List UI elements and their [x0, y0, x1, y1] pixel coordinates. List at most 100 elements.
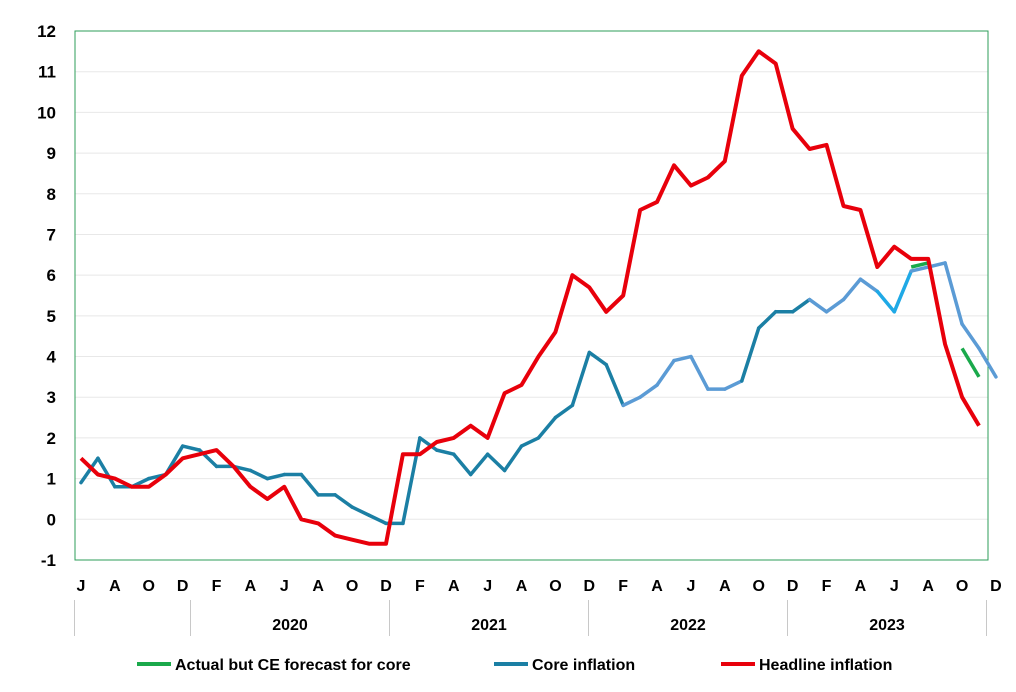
core-inflation-segment — [604, 362, 625, 408]
core-inflation-segment — [333, 493, 354, 509]
core-inflation-segment — [553, 403, 575, 420]
core-inflation-segment — [265, 472, 287, 481]
x-tick-label: J — [890, 578, 899, 595]
x-tick-label: F — [822, 578, 832, 595]
y-tick-label: 11 — [38, 63, 56, 82]
y-tick-label: 8 — [47, 185, 56, 204]
core-inflation-segment — [519, 436, 541, 448]
x-tick-label: O — [143, 578, 155, 595]
core-inflation-segment — [468, 452, 490, 477]
x-axis: J A O D F A J A O D F A J A O D F A J A O D F A J A O D 2020 2021 2022… — [74, 578, 1002, 636]
legend: Actual but CE forecast for core Core infl… — [137, 657, 892, 674]
year-label: 2022 — [670, 617, 706, 634]
x-tick-label: A — [922, 578, 934, 595]
core-inflation-segment — [655, 358, 676, 387]
y-tick-label: 1 — [47, 470, 56, 489]
x-tick-label: A — [312, 578, 324, 595]
core-inflation-segment — [723, 379, 744, 391]
core-inflation-segment — [943, 261, 964, 326]
core-inflation-segment — [485, 452, 507, 473]
y-tick-label: 10 — [37, 103, 56, 122]
core-inflation-segment — [875, 289, 897, 314]
y-tick-label: 7 — [47, 225, 56, 244]
x-tick-label: A — [855, 578, 867, 595]
core-inflation-segment — [672, 354, 693, 363]
x-tick-label: J — [77, 578, 86, 595]
year-label: 2020 — [272, 617, 308, 634]
core-inflation-segment — [909, 265, 930, 273]
x-tick-label: O — [753, 578, 765, 595]
core-inflation-segment — [180, 444, 202, 452]
x-tick-label: A — [719, 578, 731, 595]
core-inflation-segment — [96, 456, 117, 489]
x-tick-label: F — [415, 578, 425, 595]
x-tick-label: D — [584, 578, 596, 595]
x-tick-label: A — [109, 578, 121, 595]
core-inflation-segment — [756, 310, 778, 330]
x-tick-label: J — [687, 578, 696, 595]
core-inflation-segment — [689, 354, 710, 391]
x-tick-label: D — [380, 578, 392, 595]
x-tick-label: D — [990, 578, 1002, 595]
y-tick-label: 0 — [47, 510, 56, 529]
x-tick-label: J — [483, 578, 492, 595]
x-tick-label: O — [549, 578, 561, 595]
core-inflation-segment — [79, 456, 100, 485]
core-inflation-segment — [824, 297, 846, 314]
series-lines — [79, 49, 998, 546]
legend-core-label: Core inflation — [532, 657, 635, 674]
x-tick-label: F — [212, 578, 222, 595]
x-tick-label: F — [618, 578, 628, 595]
core-inflation-segment — [248, 468, 270, 481]
forecast-line-ce — [960, 347, 981, 378]
core-inflation-segment — [621, 395, 642, 408]
core-inflation-segment — [638, 383, 659, 399]
core-inflation-segment — [790, 297, 812, 314]
core-inflation-segment — [418, 436, 439, 452]
y-tick-label: -1 — [41, 551, 56, 570]
y-tick-label: 5 — [47, 307, 56, 326]
core-inflation-segment — [858, 277, 880, 294]
forecast-line-actual — [910, 261, 929, 269]
y-tick-label: 12 — [37, 22, 56, 41]
y-tick-label: 3 — [47, 388, 56, 407]
year-label: 2021 — [471, 617, 507, 634]
x-tick-label: A — [245, 578, 257, 595]
gridlines — [75, 30, 988, 561]
x-tick-label: J — [280, 578, 289, 595]
plot-border — [74, 30, 989, 561]
core-inflation-segment — [350, 505, 371, 517]
core-inflation-segment — [807, 297, 829, 314]
core-inflation-segment — [502, 444, 524, 473]
x-tick-label: O — [956, 578, 968, 595]
core-inflation-segment — [960, 322, 981, 351]
core-inflation-segment — [570, 350, 592, 408]
x-tick-label: O — [346, 578, 358, 595]
year-label: 2023 — [869, 617, 905, 634]
x-tick-label: D — [787, 578, 799, 595]
y-tick-label: 6 — [47, 266, 56, 285]
y-tick-label: 4 — [47, 348, 57, 367]
x-tick-label: D — [177, 578, 189, 595]
core-inflation-segment — [299, 472, 320, 497]
legend-headline-label: Headline inflation — [759, 657, 892, 674]
x-tick-label: A — [651, 578, 663, 595]
core-inflation-segment — [892, 269, 913, 314]
core-inflation-segment — [452, 452, 473, 477]
core-inflation-segment — [841, 277, 863, 302]
legend-forecast-label: Actual but CE forecast for core — [175, 657, 411, 674]
core-inflation-segment — [401, 436, 422, 526]
core-inflation-segment — [536, 415, 558, 440]
x-tick-label: A — [516, 578, 528, 595]
headline-inflation-line — [79, 49, 981, 546]
core-inflation-segment — [977, 346, 998, 379]
y-tick-label: 9 — [47, 144, 56, 163]
core-inflation-segment — [740, 326, 761, 383]
core-inflation-segment — [367, 513, 388, 526]
y-tick-label: 2 — [47, 429, 56, 448]
core-inflation-segment — [435, 448, 456, 456]
core-inflation-segment — [587, 350, 608, 367]
